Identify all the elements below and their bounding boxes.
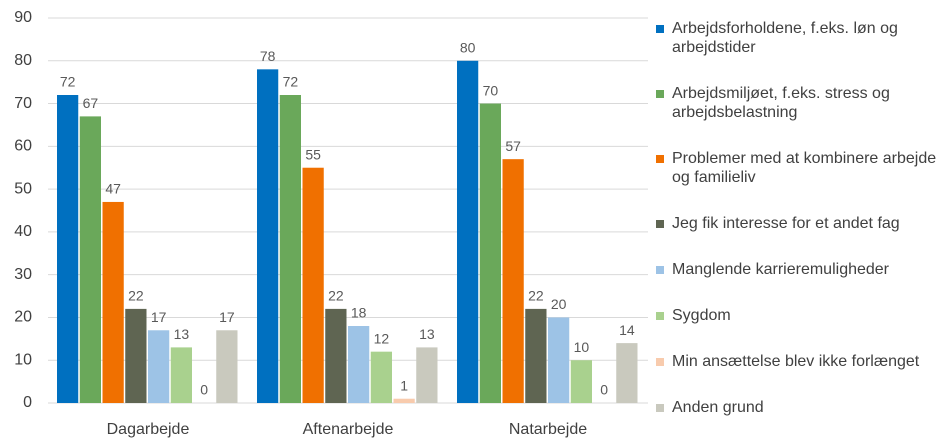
legend-label: Problemer med at kombinere arbejde og fa…: [672, 150, 937, 187]
y-tick-label: 50: [14, 180, 32, 197]
y-tick-label: 20: [14, 309, 32, 326]
y-tick-label: 40: [14, 223, 32, 240]
legend-item: Anden grund: [656, 398, 948, 417]
value-label: 13: [419, 326, 435, 342]
value-label: 57: [505, 138, 521, 154]
legend-item: Min ansættelse blev ikke forlænget: [656, 352, 948, 371]
bar: [370, 351, 392, 403]
value-label: 72: [60, 74, 76, 90]
bar: [125, 308, 147, 403]
bar: [348, 326, 370, 403]
bar: [479, 103, 501, 404]
y-tick-label: 70: [14, 95, 32, 112]
y-tick-label: 0: [23, 394, 32, 411]
legend-item: Arbejdsforholdene, f.eks. løn og arbejds…: [656, 19, 948, 57]
value-label: 67: [83, 95, 99, 111]
value-label: 80: [460, 39, 476, 55]
bar: [216, 330, 238, 403]
value-label: 70: [483, 82, 499, 98]
y-tick-label: 30: [14, 266, 32, 283]
x-tick-label: Dagarbejde: [107, 421, 190, 438]
value-label: 18: [351, 305, 367, 321]
value-label: 0: [600, 382, 608, 398]
value-label: 14: [619, 322, 635, 338]
y-tick-label: 10: [14, 351, 32, 368]
legend-label: Sygdom: [672, 306, 731, 324]
value-label: 17: [151, 309, 167, 325]
value-label: 20: [551, 296, 567, 312]
legend-label: Arbejdsmiljøet, f.eks. stress og arbejds…: [672, 85, 890, 122]
bar: [102, 201, 124, 403]
bar: [257, 69, 279, 403]
bar: [416, 347, 438, 403]
bar: [170, 347, 192, 403]
value-label: 47: [105, 181, 121, 197]
legend: Arbejdsforholdene, f.eks. løn og arbejds…: [656, 6, 948, 430]
value-label: 1: [400, 377, 408, 393]
bar: [279, 95, 301, 403]
bar: [393, 398, 415, 403]
bar: [302, 167, 324, 403]
value-label: 22: [328, 288, 344, 304]
legend-swatch: [656, 357, 664, 366]
x-tick-label: Natarbejde: [509, 421, 587, 438]
bar: [325, 308, 347, 403]
legend-swatch: [656, 90, 664, 99]
value-label: 10: [574, 339, 590, 355]
legend-item: Arbejdsmiljøet, f.eks. stress og arbejds…: [656, 84, 948, 122]
legend-item: Manglende karrieremuligheder: [656, 260, 948, 279]
legend-swatch: [656, 25, 664, 34]
legend-label: Anden grund: [672, 398, 764, 416]
legend-item: Jeg fik interesse for et andet fag: [656, 214, 948, 233]
bar: [148, 330, 170, 403]
legend-item: Sygdom: [656, 306, 948, 325]
legend-swatch: [656, 220, 664, 229]
value-label: 78: [260, 48, 276, 64]
bar: [570, 360, 592, 403]
bar: [457, 60, 479, 404]
legend-label: Min ansættelse blev ikke forlænget: [672, 352, 920, 370]
y-tick-label: 90: [14, 9, 32, 26]
legend-item: Problemer med at kombinere arbejde og fa…: [656, 149, 948, 187]
value-label: 12: [374, 330, 390, 346]
bar: [525, 308, 547, 403]
bar: [616, 343, 638, 403]
bar: [548, 317, 570, 403]
bar: [79, 116, 101, 403]
legend-label: Manglende karrieremuligheder: [672, 260, 890, 278]
value-label: 72: [283, 74, 299, 90]
legend-swatch: [656, 403, 664, 412]
value-label: 0: [200, 382, 208, 398]
bar: [57, 95, 79, 403]
legend-label: Jeg fik interesse for et andet fag: [672, 215, 900, 233]
value-label: 22: [128, 288, 144, 304]
legend-label: Arbejdsforholdene, f.eks. løn og arbejds…: [672, 20, 898, 57]
y-tick-label: 60: [14, 138, 32, 155]
legend-swatch: [656, 265, 664, 274]
legend-swatch: [656, 155, 664, 164]
y-tick-label: 80: [14, 52, 32, 69]
bar: [502, 159, 524, 403]
x-tick-label: Aftenarbejde: [303, 421, 394, 438]
legend-swatch: [656, 311, 664, 320]
value-label: 13: [174, 326, 190, 342]
value-label: 22: [528, 288, 544, 304]
value-label: 17: [219, 309, 235, 325]
value-label: 55: [305, 146, 321, 162]
